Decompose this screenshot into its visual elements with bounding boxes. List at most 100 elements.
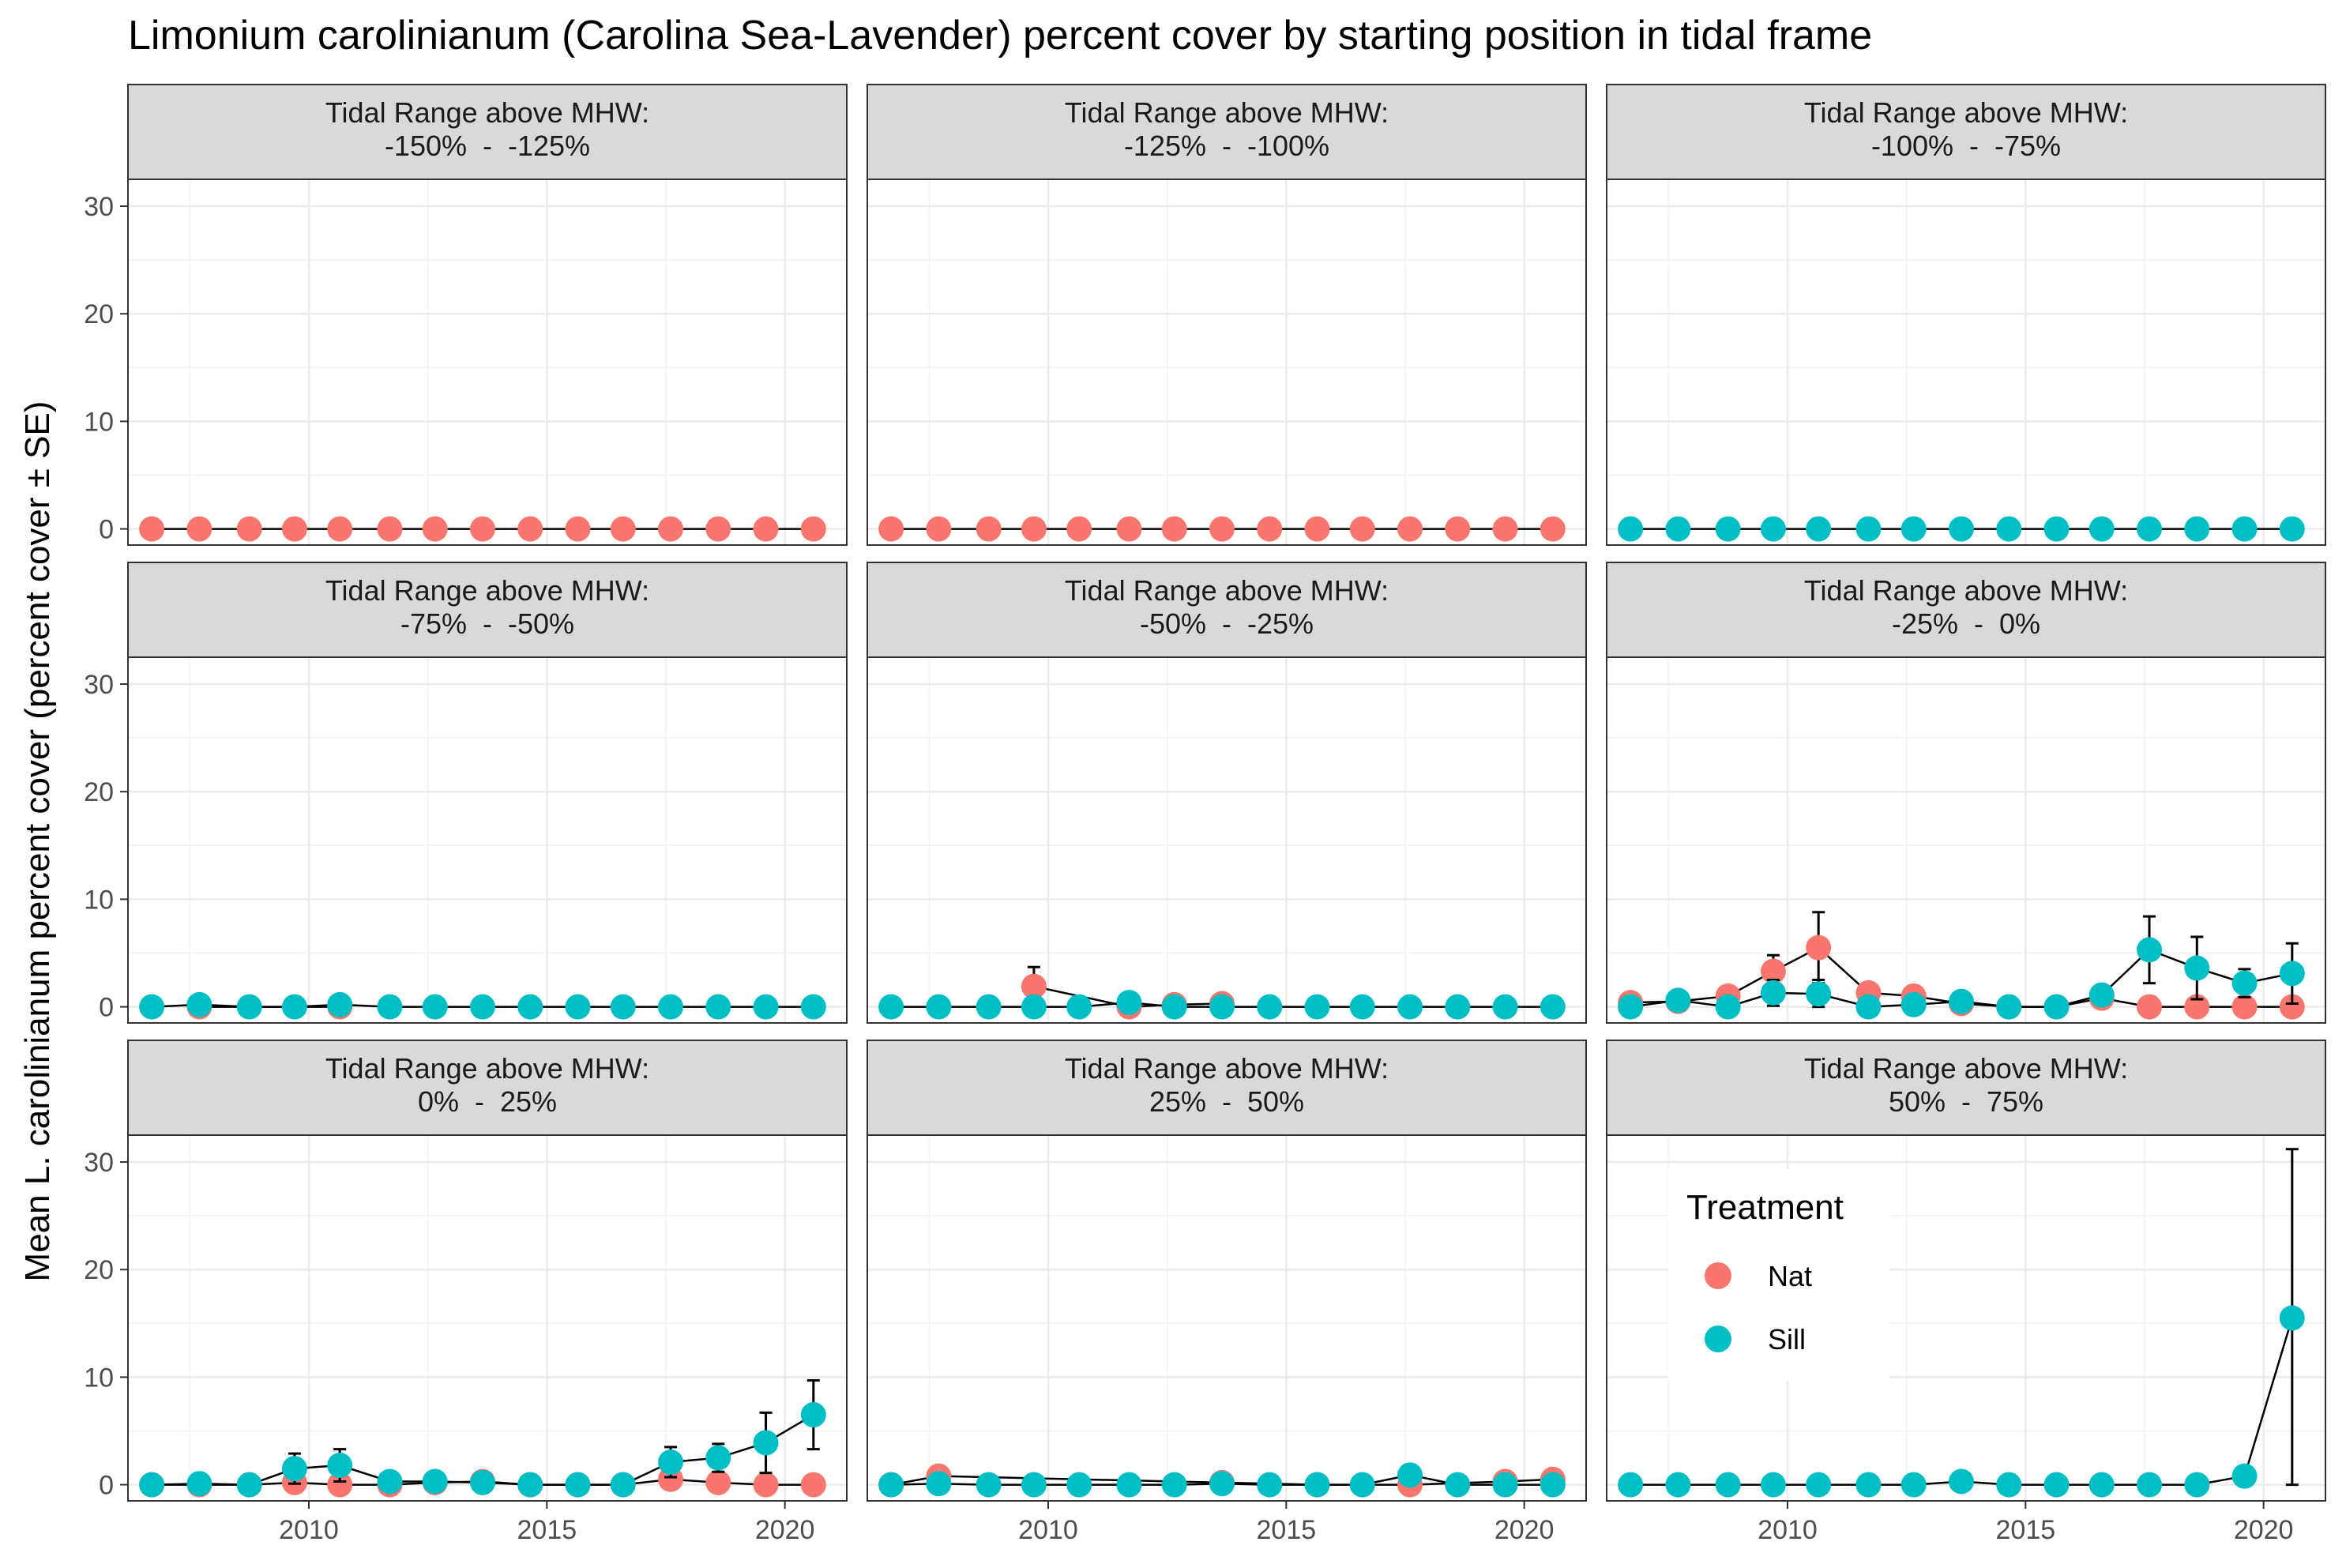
data-point-sill: [2231, 970, 2258, 996]
data-point-sill: [422, 994, 448, 1020]
data-point-sill: [1349, 994, 1375, 1020]
data-point-nat: [139, 516, 165, 542]
data-point-sill: [2137, 1472, 2163, 1498]
data-point-sill: [705, 994, 731, 1020]
data-point-sill: [1540, 994, 1566, 1020]
data-point-sill: [705, 1445, 731, 1471]
facet-strip: [867, 562, 1587, 658]
facet-strip-label: -150% - -125%: [385, 130, 590, 162]
data-point-sill: [2088, 1472, 2115, 1498]
facet-panel: Tidal Range above MHW:-100% - -75%: [1606, 84, 2326, 546]
data-point-sill: [1996, 516, 2022, 542]
facet-strip: [867, 84, 1587, 180]
data-point-sill: [1618, 994, 1644, 1020]
data-point-nat: [517, 516, 543, 542]
data-point-nat: [800, 1472, 826, 1498]
data-point-sill: [2043, 1472, 2070, 1498]
facet-panel: Tidal Range above MHW:-75% - -50% 0 10 20 30: [84, 562, 848, 1024]
legend: Treatment Nat Sill: [1668, 1169, 1889, 1381]
data-point-sill: [1397, 1462, 1423, 1488]
data-point-sill: [1209, 1471, 1235, 1497]
facet-panel: Tidal Range above MHW:-25% - 0%: [1606, 562, 2326, 1024]
data-point-nat: [1209, 516, 1235, 542]
x-tick-label: 2020: [1494, 1515, 1555, 1545]
facet-strip-prefix: Tidal Range above MHW:: [1065, 1052, 1389, 1085]
plot-background: [128, 657, 847, 1023]
data-point-sill: [1665, 1472, 1691, 1498]
facet-strip-prefix: Tidal Range above MHW:: [1804, 574, 2128, 607]
facet-strip-label: 0% - 25%: [418, 1085, 557, 1118]
x-tick-label: 2015: [1996, 1515, 2056, 1545]
data-point-sill: [139, 994, 165, 1020]
data-point-sill: [2043, 516, 2070, 542]
data-point-sill: [1948, 988, 1974, 1014]
data-point-sill: [2279, 961, 2305, 987]
facet-strip: [127, 84, 848, 180]
data-point-nat: [2231, 994, 2258, 1020]
facet-strip-prefix: Tidal Range above MHW:: [325, 96, 649, 129]
x-tick-label: 2010: [279, 1515, 339, 1545]
data-point-nat: [705, 516, 731, 542]
y-tick-label: 0: [99, 1471, 114, 1501]
data-point-sill: [1900, 1472, 1927, 1498]
data-point-sill: [610, 1472, 636, 1498]
facet-panel: Tidal Range above MHW:-50% - -25%: [867, 562, 1587, 1024]
data-point-sill: [377, 1468, 403, 1495]
data-point-nat: [1021, 516, 1047, 542]
panel-border: [867, 179, 1587, 546]
data-point-sill: [469, 994, 495, 1020]
data-point-sill: [236, 994, 262, 1020]
data-point-nat: [1021, 973, 1047, 999]
data-point-nat: [878, 516, 904, 542]
data-point-sill: [1855, 516, 1882, 542]
facet-strip: [127, 1040, 848, 1136]
facet-strip: [1606, 1040, 2326, 1136]
y-tick-label: 10: [84, 407, 114, 437]
data-point-sill: [2279, 516, 2305, 542]
panel-border: [1606, 1134, 2326, 1502]
data-point-sill: [1715, 1472, 1741, 1498]
facet-panel: Tidal Range above MHW:-125% - -100%: [867, 84, 1587, 546]
data-point-sill: [1397, 994, 1423, 1020]
facet-panels: Tidal Range above MHW:-150% - -125%01020…: [84, 84, 2326, 1545]
data-point-sill: [1855, 994, 1882, 1020]
data-point-sill: [878, 994, 904, 1020]
data-point-sill: [800, 994, 826, 1020]
data-point-nat: [658, 516, 684, 542]
data-point-nat: [327, 1472, 353, 1498]
data-point-nat: [1760, 958, 1786, 984]
facet-panel: Tidal Range above MHW:25% - 50% 2010 2015 2…: [867, 1040, 1587, 1545]
data-point-sill: [377, 994, 403, 1020]
plot-background: [128, 1135, 847, 1501]
panel-border: [1606, 179, 2326, 546]
data-point-nat: [976, 516, 1002, 542]
panel-border: [1606, 656, 2326, 1024]
data-point-sill: [327, 1453, 353, 1479]
data-point-sill: [186, 991, 212, 1017]
data-point-sill: [469, 1469, 495, 1495]
facet-strip-prefix: Tidal Range above MHW:: [1065, 574, 1389, 607]
data-point-nat: [281, 516, 307, 542]
legend-key-nat: [1705, 1262, 1731, 1289]
facet-strip: [127, 562, 848, 658]
data-point-sill: [1161, 1472, 1187, 1498]
data-point-nat: [705, 1469, 731, 1495]
data-point-sill: [2279, 1305, 2305, 1331]
data-point-sill: [2184, 1472, 2210, 1498]
data-point-sill: [1161, 994, 1187, 1020]
data-point-nat: [1397, 516, 1423, 542]
data-point-sill: [1900, 516, 1927, 542]
data-point-nat: [236, 516, 262, 542]
legend-label-nat: Nat: [1768, 1260, 1812, 1292]
data-point-nat: [1806, 934, 1832, 961]
facet-strip-label: -25% - 0%: [1892, 607, 2040, 640]
data-point-sill: [658, 994, 684, 1020]
legend-label-sill: Sill: [1768, 1323, 1806, 1356]
y-tick-label: 30: [84, 1148, 114, 1178]
data-point-sill: [236, 1472, 262, 1498]
data-point-sill: [186, 1471, 212, 1497]
facet-panel: Tidal Range above MHW:0% - 25% 0 10 20 30 201…: [84, 1040, 848, 1545]
panel-border: [867, 656, 1587, 1024]
data-point-nat: [1066, 516, 1092, 542]
y-tick-label: 10: [84, 1363, 114, 1393]
